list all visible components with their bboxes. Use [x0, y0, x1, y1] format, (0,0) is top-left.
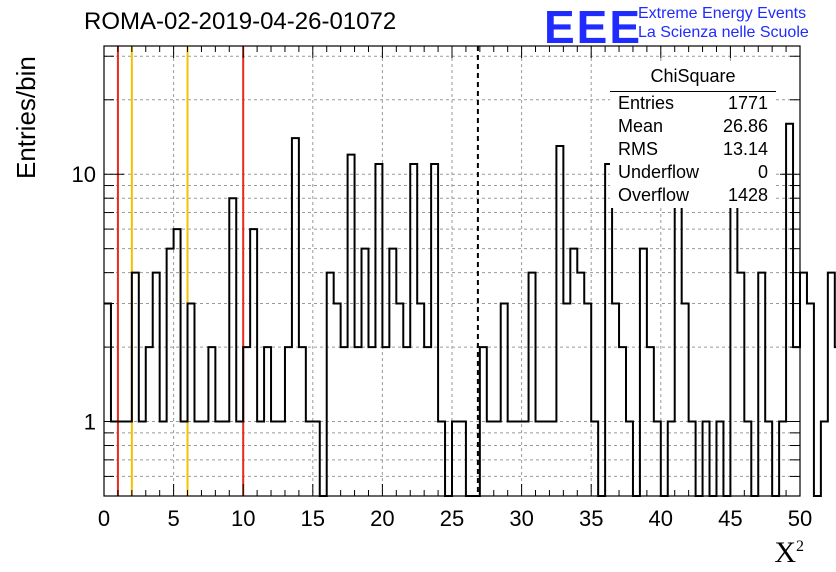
stats-row-rms: RMS 13.14 [618, 139, 768, 161]
stats-value: 13.14 [722, 139, 768, 159]
y-tick-label: 10 [72, 162, 96, 187]
x-tick-label: 50 [788, 506, 812, 531]
stats-value: 1428 [727, 185, 768, 205]
x-tick-label: 0 [98, 506, 110, 531]
logo-line-1: Extreme Energy Events [638, 5, 807, 22]
x-tick-label: 5 [167, 506, 179, 531]
x-tick-label: 15 [301, 506, 325, 531]
y-tick-labels: 1 10 [72, 162, 96, 434]
x-axis-label-text: X [774, 536, 796, 569]
eee-logo-mark: EEE [544, 1, 643, 53]
x-tick-label: 40 [649, 506, 673, 531]
x-tick-label: 25 [440, 506, 464, 531]
stats-key: Mean [618, 116, 664, 136]
stats-key: Underflow [618, 162, 700, 182]
y-axis-label: Entries/bin [8, 56, 41, 180]
stats-title: ChiSquare [650, 66, 736, 86]
x-tick-labels: 0 5 10 15 20 25 30 35 40 45 50 [98, 506, 812, 531]
stats-key: RMS [618, 139, 658, 159]
stats-value: 1771 [727, 93, 768, 113]
x-tick-label: 10 [231, 506, 255, 531]
histogram-series [104, 122, 836, 497]
y-axis-label-text: Entries/bin [11, 56, 41, 179]
stats-key: Overflow [618, 185, 690, 205]
axis-ticks [103, 46, 801, 497]
chart-title: ROMA-02-2019-04-26-01072 [84, 8, 397, 35]
stats-row-mean: Mean 26.86 [618, 116, 768, 138]
x-axis-label-superscript: 2 [796, 538, 804, 555]
x-tick-label: 45 [718, 506, 742, 531]
stats-value: 0 [757, 162, 768, 182]
eee-logo: EEE Extreme Energy Events La Scienza nel… [544, 1, 830, 53]
logo-line-2: La Scienza nelle Scuole [638, 24, 809, 41]
stats-key: Entries [618, 93, 675, 113]
x-tick-label: 20 [370, 506, 394, 531]
x-tick-label: 35 [579, 506, 603, 531]
y-tick-label: 1 [84, 410, 96, 435]
stats-row-overflow: Overflow 1428 [618, 185, 768, 207]
stats-box: ChiSquare Entries 1771 Mean 26.86 RMS 13… [610, 64, 776, 208]
stats-value: 26.86 [722, 116, 768, 136]
x-tick-label: 30 [509, 506, 533, 531]
stats-row-entries: Entries 1771 [618, 93, 768, 115]
stats-row-underflow: Underflow 0 [618, 162, 768, 184]
stats-divider [610, 91, 776, 92]
x-axis-label: X2 [774, 536, 804, 570]
